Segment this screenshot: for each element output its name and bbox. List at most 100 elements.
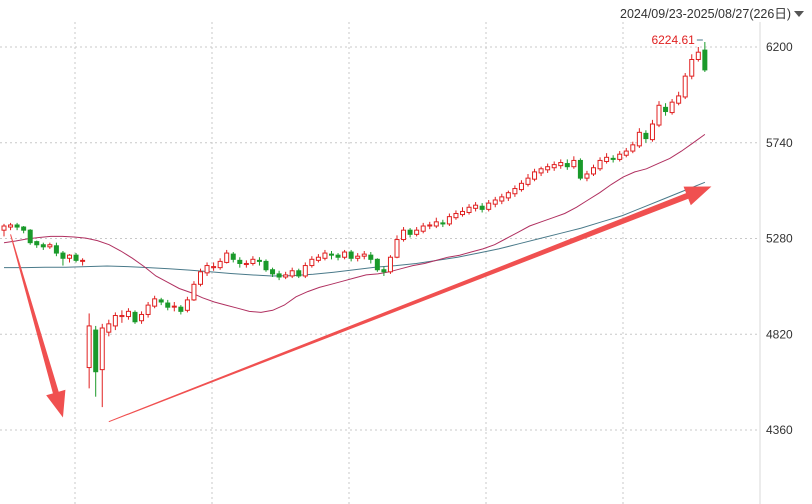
candle <box>106 319 112 337</box>
dropdown-arrow-icon <box>794 11 804 17</box>
candle <box>243 260 249 268</box>
candle-body <box>558 162 564 167</box>
candle <box>14 222 20 231</box>
candle <box>270 267 276 278</box>
candle-body <box>440 222 446 225</box>
candle-body <box>368 254 374 260</box>
candle-body <box>139 313 145 322</box>
candle <box>532 168 538 182</box>
candle <box>211 262 217 271</box>
candle-body <box>394 239 400 258</box>
candle-body <box>263 260 269 271</box>
candle <box>8 222 14 231</box>
candle <box>545 163 551 173</box>
candle-body <box>158 299 164 303</box>
candle <box>453 210 459 220</box>
candle <box>263 259 269 272</box>
candle <box>558 159 564 169</box>
candle-body <box>132 311 138 323</box>
candle-body <box>525 177 531 185</box>
candle <box>119 310 125 323</box>
candle-body <box>296 270 302 277</box>
trend-arrow-up <box>108 186 712 423</box>
candle <box>433 217 439 229</box>
candle <box>224 249 230 264</box>
candle <box>80 258 86 266</box>
candle <box>420 222 426 234</box>
candle-body <box>60 252 66 259</box>
candle-body <box>453 213 459 219</box>
candle <box>230 252 236 263</box>
candle <box>374 258 380 272</box>
candle <box>171 301 177 312</box>
candle-body <box>178 306 184 312</box>
candle-body <box>636 131 642 147</box>
candle-body <box>224 252 230 263</box>
candle <box>669 99 675 115</box>
candle <box>617 151 623 162</box>
candle <box>604 153 610 164</box>
candle-body <box>86 325 92 369</box>
candle <box>695 47 701 62</box>
candle-body <box>584 173 590 179</box>
candle <box>401 227 407 242</box>
candle-body <box>204 265 210 274</box>
candle-body <box>361 253 367 257</box>
candle-body <box>309 258 315 267</box>
candle-body <box>387 256 393 273</box>
candle-body <box>473 204 479 209</box>
candle-body <box>145 304 151 315</box>
candle <box>191 281 197 301</box>
candle <box>702 42 708 72</box>
candle <box>99 323 105 408</box>
candle <box>335 253 341 261</box>
candle-body <box>40 244 46 248</box>
trend-arrows <box>10 186 712 423</box>
candle <box>112 312 118 331</box>
arrow-shape <box>10 234 66 418</box>
candle <box>329 250 334 260</box>
candle <box>125 308 131 320</box>
candle-body <box>577 159 583 179</box>
candle <box>348 249 354 262</box>
candle-body <box>302 265 308 277</box>
candle-body <box>630 144 636 152</box>
candle <box>250 256 256 266</box>
candle-body <box>604 156 610 162</box>
grid <box>0 22 761 504</box>
candle <box>67 254 72 263</box>
candle-body <box>99 327 105 371</box>
candle-body <box>689 58 695 77</box>
candle <box>623 147 629 158</box>
candle-body <box>460 210 465 216</box>
candle-body <box>466 206 472 213</box>
candle-body <box>53 245 59 254</box>
candle-body <box>414 229 420 235</box>
candle-body <box>656 104 662 126</box>
candle-body <box>348 251 354 259</box>
candle <box>47 242 53 249</box>
candle-body <box>256 259 262 262</box>
candle-body <box>14 224 20 228</box>
candle <box>355 253 361 262</box>
candle-body <box>237 259 243 264</box>
candle-body <box>112 315 118 327</box>
candle-body <box>329 253 334 256</box>
ma-long-line <box>4 181 706 277</box>
candle <box>184 296 190 313</box>
candle-body <box>289 270 295 277</box>
candle <box>315 254 321 263</box>
candle <box>525 173 531 187</box>
candle-body <box>518 182 524 191</box>
candle <box>34 240 40 248</box>
candle-body <box>617 153 623 160</box>
candle <box>21 226 27 234</box>
candle <box>564 159 570 170</box>
candle <box>676 91 682 106</box>
candle-body <box>93 329 99 373</box>
candle-body <box>702 49 708 71</box>
candle <box>178 305 184 315</box>
candle-body <box>250 258 256 264</box>
date-range-label[interactable]: 2024/09/23-2025/08/27(226日) <box>620 3 804 22</box>
candle-body <box>492 199 498 205</box>
